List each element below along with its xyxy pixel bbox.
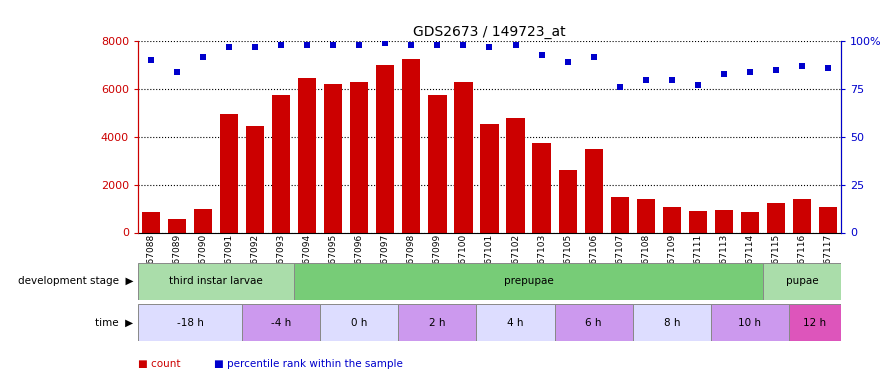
- Text: 10 h: 10 h: [739, 318, 762, 327]
- Bar: [763, 262, 841, 300]
- Point: [535, 52, 549, 58]
- Point: [691, 82, 705, 88]
- Bar: [168, 219, 186, 232]
- Point: [665, 76, 679, 82]
- Point: [716, 71, 731, 77]
- Bar: [350, 82, 368, 232]
- Bar: [715, 210, 733, 232]
- Text: ■ percentile rank within the sample: ■ percentile rank within the sample: [214, 359, 402, 369]
- Bar: [554, 304, 633, 341]
- Bar: [559, 170, 577, 232]
- Point: [196, 54, 210, 60]
- Bar: [476, 304, 554, 341]
- Bar: [402, 59, 420, 232]
- Text: prepupae: prepupae: [504, 276, 554, 286]
- Text: 2 h: 2 h: [429, 318, 446, 327]
- Point: [300, 42, 314, 48]
- Point: [222, 44, 236, 50]
- Point: [561, 59, 575, 65]
- Bar: [789, 304, 841, 341]
- Point: [743, 69, 757, 75]
- Text: 8 h: 8 h: [664, 318, 680, 327]
- Bar: [295, 262, 763, 300]
- Point: [248, 44, 263, 50]
- Text: 4 h: 4 h: [507, 318, 524, 327]
- Bar: [138, 304, 242, 341]
- Point: [482, 44, 497, 50]
- Text: 6 h: 6 h: [586, 318, 602, 327]
- Bar: [194, 209, 212, 232]
- Bar: [636, 199, 655, 232]
- Bar: [663, 207, 681, 232]
- Bar: [324, 84, 343, 232]
- Bar: [399, 304, 476, 341]
- Point: [821, 65, 835, 71]
- Bar: [819, 207, 837, 232]
- Text: ■ count: ■ count: [138, 359, 181, 369]
- Point: [457, 42, 471, 48]
- Point: [430, 42, 444, 48]
- Point: [404, 42, 418, 48]
- Text: 12 h: 12 h: [804, 318, 827, 327]
- Point: [587, 54, 601, 60]
- Bar: [506, 118, 524, 232]
- Text: -18 h: -18 h: [176, 318, 204, 327]
- Point: [639, 76, 653, 82]
- Point: [274, 42, 288, 48]
- Text: 0 h: 0 h: [352, 318, 368, 327]
- Bar: [740, 212, 759, 232]
- Point: [326, 42, 340, 48]
- Text: development stage  ▶: development stage ▶: [18, 276, 134, 286]
- Bar: [711, 304, 789, 341]
- Bar: [611, 196, 629, 232]
- Text: third instar larvae: third instar larvae: [169, 276, 263, 286]
- Text: time  ▶: time ▶: [95, 318, 134, 327]
- Bar: [376, 65, 394, 232]
- Point: [170, 69, 184, 75]
- Bar: [142, 212, 160, 232]
- Point: [144, 57, 158, 63]
- Text: -4 h: -4 h: [271, 318, 291, 327]
- Bar: [298, 78, 316, 232]
- Bar: [532, 143, 551, 232]
- Bar: [689, 211, 707, 232]
- Bar: [220, 114, 239, 232]
- Bar: [633, 304, 711, 341]
- Bar: [138, 262, 295, 300]
- Bar: [272, 95, 290, 232]
- Bar: [246, 126, 264, 232]
- Bar: [767, 202, 785, 232]
- Bar: [428, 95, 447, 232]
- Bar: [481, 124, 498, 232]
- Point: [795, 63, 809, 69]
- Bar: [793, 199, 811, 232]
- Point: [378, 40, 392, 46]
- Point: [769, 67, 783, 73]
- Bar: [320, 304, 399, 341]
- Point: [508, 42, 522, 48]
- Bar: [242, 304, 320, 341]
- Bar: [585, 149, 603, 232]
- Text: pupae: pupae: [786, 276, 818, 286]
- Point: [352, 42, 367, 48]
- Bar: [455, 82, 473, 232]
- Title: GDS2673 / 149723_at: GDS2673 / 149723_at: [413, 25, 566, 39]
- Point: [612, 84, 627, 90]
